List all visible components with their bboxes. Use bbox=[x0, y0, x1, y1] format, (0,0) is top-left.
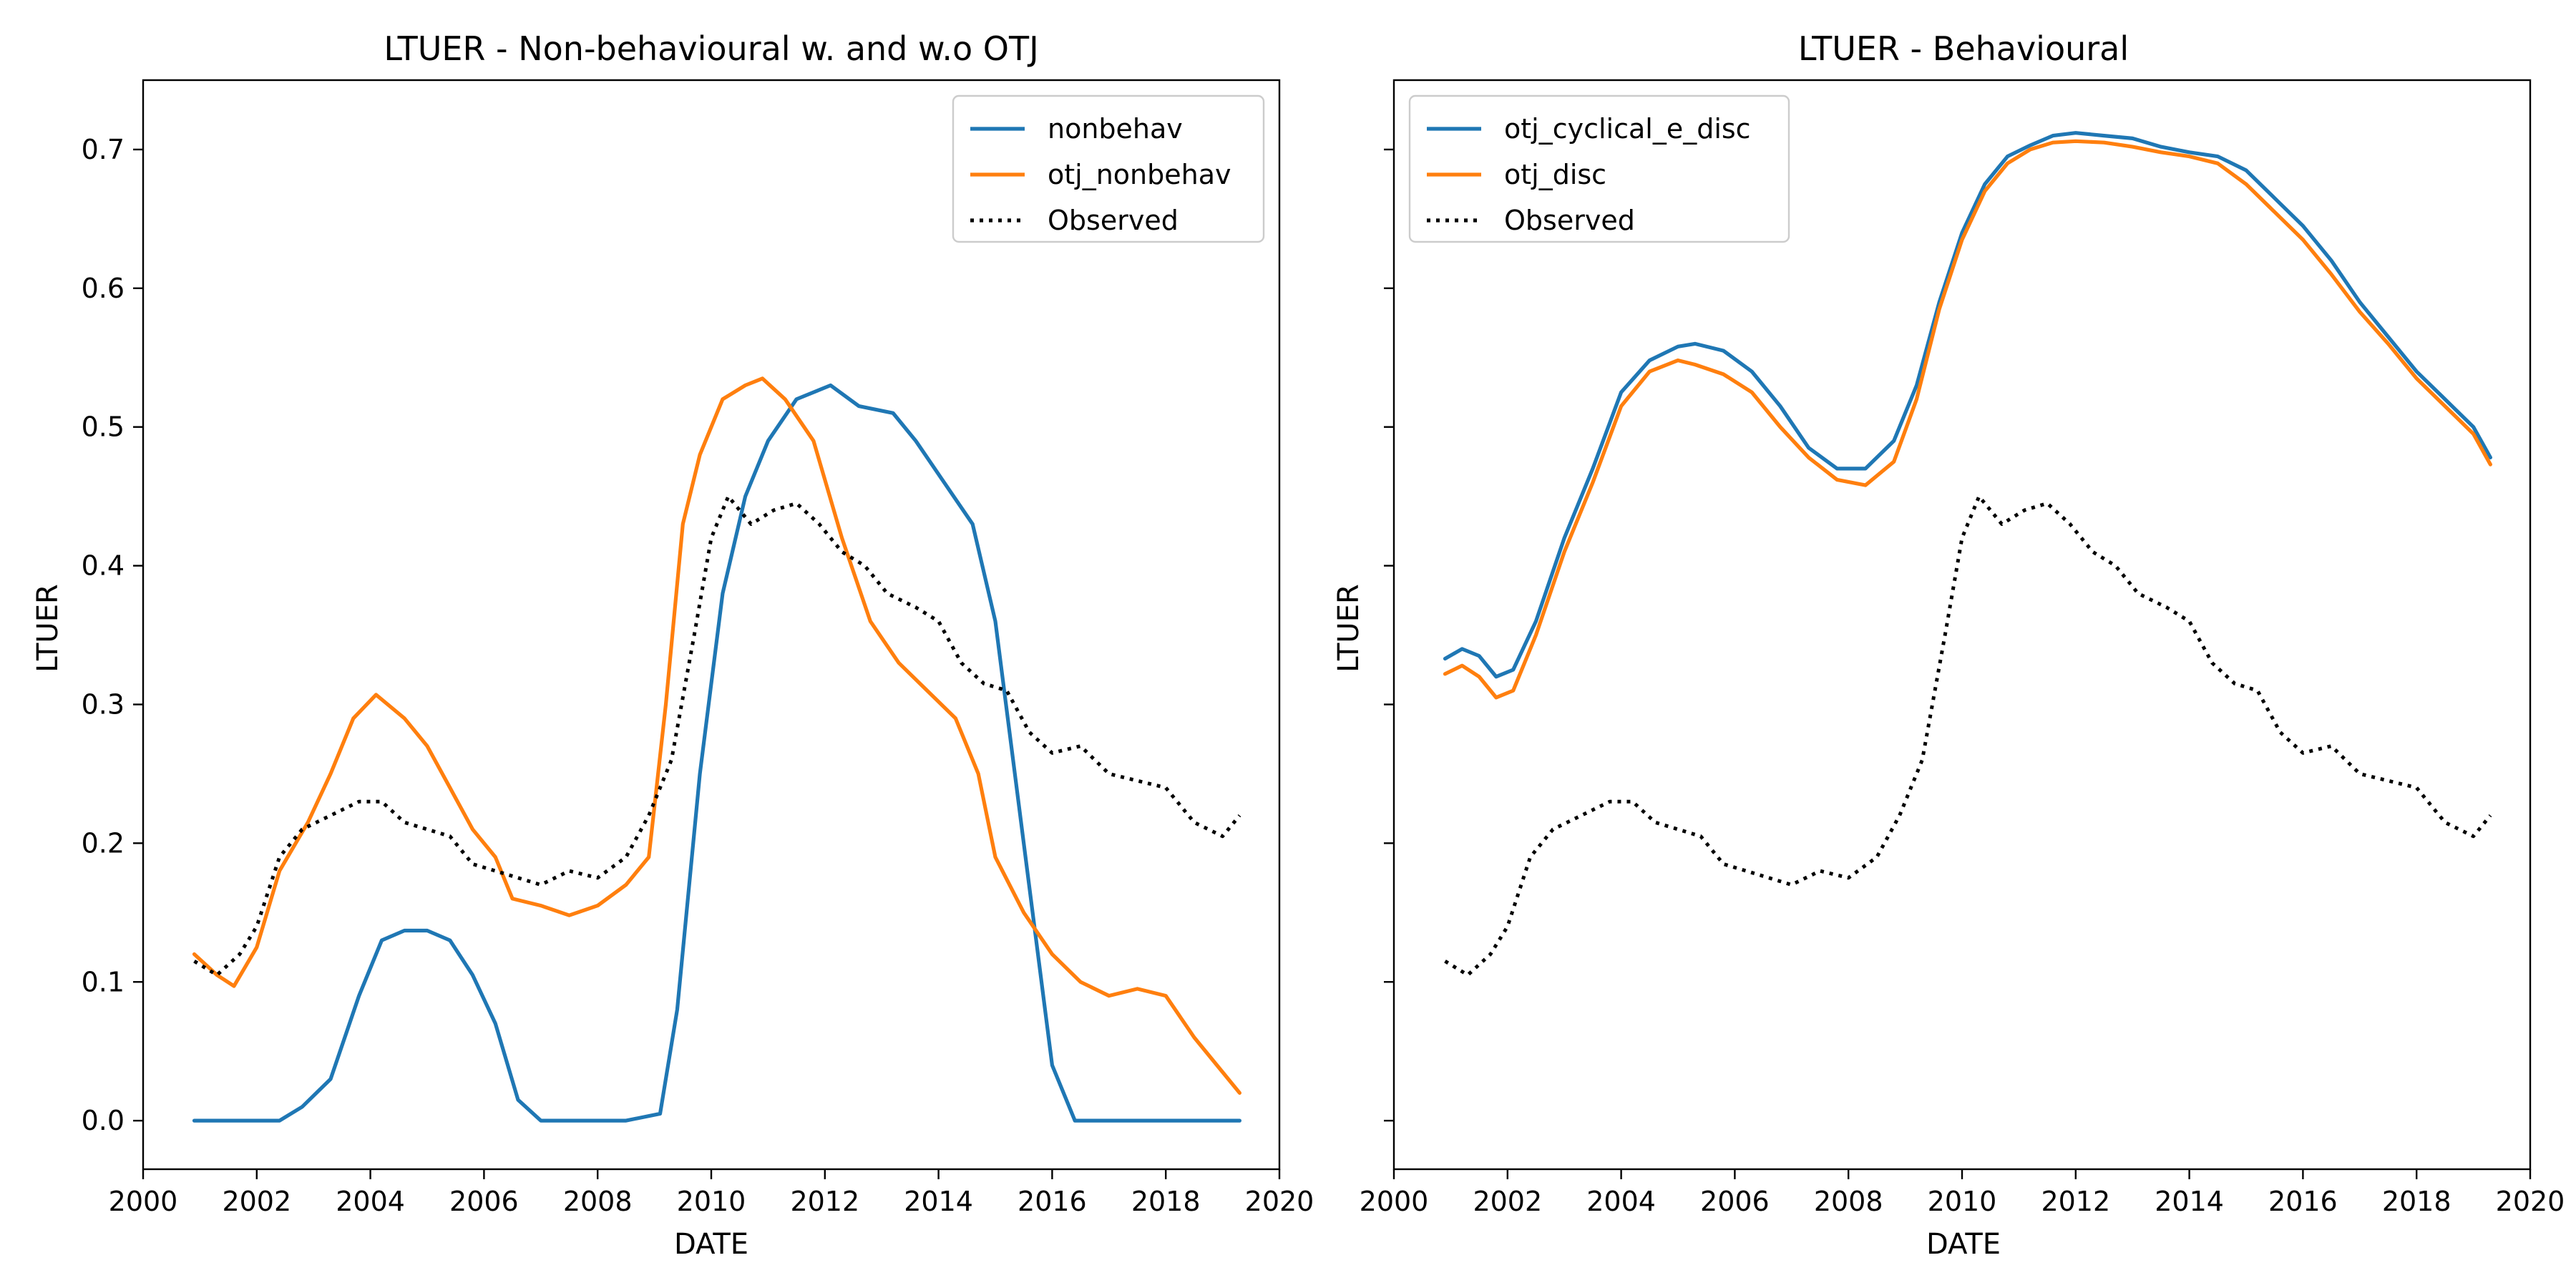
tick-layer: 2000 2002 2004 2006 2008 2010 2012 2014 2016 2018… bbox=[1360, 148, 2565, 1217]
legend-entry: otj_cyclical_e_disc bbox=[1504, 113, 1751, 145]
y-tick-label: 0.2 bbox=[82, 827, 125, 859]
y-axis-label: LTUER bbox=[31, 584, 64, 673]
legend-box bbox=[952, 94, 1265, 243]
x-tick-label: 2020 bbox=[2496, 1186, 2565, 1217]
x-tick-label: 2018 bbox=[1131, 1186, 1201, 1217]
x-tick-label: 2000 bbox=[109, 1186, 178, 1217]
x-axis-label: DATE bbox=[1926, 1228, 2001, 1261]
y-axis-label: LTUER bbox=[1332, 584, 1365, 673]
series-line-otj-cyclical-e-disc bbox=[1443, 131, 2492, 679]
legend-entry: otj_disc bbox=[1504, 159, 1606, 190]
legend-entry: Observed bbox=[1048, 205, 1179, 236]
x-tick-label: 2018 bbox=[2382, 1186, 2451, 1217]
series-line-otj-nonbehav bbox=[192, 376, 1242, 1096]
series-line-nonbehav bbox=[192, 383, 1242, 1123]
legend-entry: Observed bbox=[1504, 205, 1635, 236]
x-axis-label: DATE bbox=[674, 1228, 748, 1261]
chart-title: LTUER - Behavioural bbox=[1798, 29, 2129, 68]
tick-layer: 2000 2002 2004 2006 2008 2010 2012 2014 2016 2018… bbox=[82, 134, 1314, 1217]
plot-frame bbox=[1392, 79, 2532, 1171]
series-layer bbox=[192, 376, 1242, 1123]
x-tick-label: 2008 bbox=[563, 1186, 633, 1217]
y-tick-label: 0.7 bbox=[82, 134, 125, 165]
legend-box bbox=[1408, 94, 1790, 243]
x-tick-label: 2008 bbox=[1814, 1186, 1883, 1217]
x-tick-label: 2010 bbox=[677, 1186, 746, 1217]
x-tick-label: 2006 bbox=[1700, 1186, 1770, 1217]
legend-entry: nonbehav bbox=[1048, 113, 1183, 145]
series-line-otj-disc bbox=[1443, 139, 2492, 700]
x-tick-label: 2014 bbox=[2155, 1186, 2224, 1217]
plot-frame bbox=[142, 79, 1281, 1171]
x-tick-label: 2012 bbox=[790, 1186, 859, 1217]
legend-entry: otj_nonbehav bbox=[1048, 159, 1231, 190]
x-tick-label: 2014 bbox=[904, 1186, 973, 1217]
x-tick-label: 2004 bbox=[1586, 1186, 1656, 1217]
x-tick-label: 2010 bbox=[1928, 1186, 1997, 1217]
series-line-observed bbox=[1444, 494, 2492, 977]
x-tick-label: 2016 bbox=[1018, 1186, 1087, 1217]
series-layer bbox=[1443, 131, 2492, 977]
x-tick-label: 2016 bbox=[2268, 1186, 2338, 1217]
y-tick-label: 0.4 bbox=[82, 550, 125, 582]
y-tick-label: 0.5 bbox=[82, 411, 125, 443]
x-tick-label: 2012 bbox=[2041, 1186, 2110, 1217]
x-tick-label: 2002 bbox=[1473, 1186, 1542, 1217]
x-tick-label: 2002 bbox=[222, 1186, 291, 1217]
subplot-nonbehavioural: LTUER - Non-behavioural w. and w.o OTJ D… bbox=[31, 29, 1314, 1261]
y-tick-label: 0.1 bbox=[82, 966, 125, 997]
legend: nonbehav otj_nonbehav Observed bbox=[952, 94, 1265, 243]
x-tick-label: 2000 bbox=[1360, 1186, 1429, 1217]
y-tick-label: 0.0 bbox=[82, 1105, 125, 1136]
legend: otj_cyclical_e_disc otj_disc Observed bbox=[1408, 94, 1790, 243]
subplot-behavioural: LTUER - Behavioural DATE LTUER 2000 2002 2… bbox=[1332, 29, 2565, 1261]
y-tick-label: 0.3 bbox=[82, 688, 125, 720]
y-tick-label: 0.6 bbox=[82, 273, 125, 304]
x-tick-label: 2020 bbox=[1245, 1186, 1314, 1217]
x-tick-label: 2004 bbox=[336, 1186, 405, 1217]
series-line-observed bbox=[193, 494, 1241, 977]
chart-title: LTUER - Non-behavioural w. and w.o OTJ bbox=[384, 29, 1038, 68]
x-tick-label: 2006 bbox=[449, 1186, 519, 1217]
